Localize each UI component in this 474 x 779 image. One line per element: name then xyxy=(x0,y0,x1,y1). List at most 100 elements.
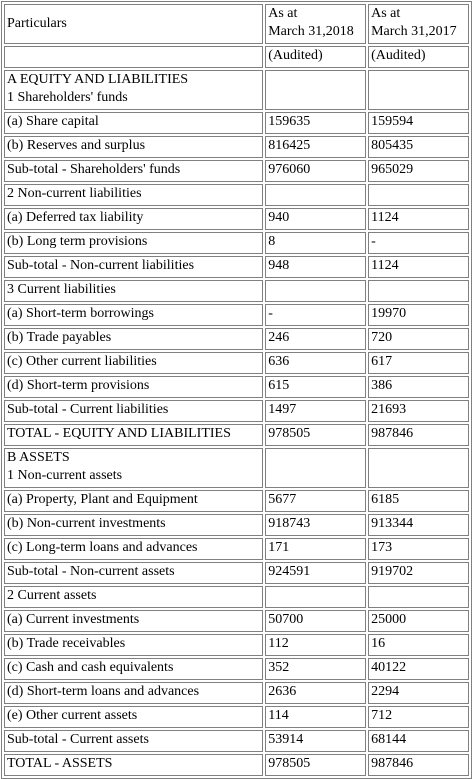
row-label: (c) Cash and cash equivalents xyxy=(4,658,264,680)
subsection-row: 2 Current assets xyxy=(4,586,469,608)
table-row: (a) Share capital 159635 159594 xyxy=(4,112,469,134)
table-row: Sub-total - Non-current liabilities 948 11… xyxy=(4,256,469,278)
table-row: (c) Long-term loans and advances 171 173 xyxy=(4,538,469,560)
value-2018: 159635 xyxy=(265,112,367,134)
value-2017-cell xyxy=(368,448,469,488)
row-label: (a) Short-term borrowings xyxy=(4,304,264,326)
row-label: 2 Current assets xyxy=(4,586,264,608)
value-2018: 246 xyxy=(265,328,367,350)
section-label: B ASSETS 1 Non-current assets xyxy=(4,448,264,488)
value-2017: 720 xyxy=(368,328,469,350)
table-row: (d) Short-term provisions 615 386 xyxy=(4,376,469,398)
table-row: (c) Other current liabilities 636 617 xyxy=(4,352,469,374)
row-label: (e) Other current assets xyxy=(4,706,264,728)
row-label: (c) Other current liabilities xyxy=(4,352,264,374)
subsection-row: 2 Non-current liabilities xyxy=(4,184,469,206)
table-row: (b) Trade payables 246 720 xyxy=(4,328,469,350)
table-row: (b) Non-current investments 918743 913344 xyxy=(4,514,469,536)
table-row: (a) Short-term borrowings -19970 xyxy=(4,304,469,326)
value-2017: 1124 xyxy=(368,256,469,278)
section-title: A EQUITY AND LIABILITIES xyxy=(7,72,189,87)
row-label: Sub-total - Current liabilities xyxy=(4,400,264,422)
value-2017: 25000 xyxy=(368,610,469,632)
value-2018: 114 xyxy=(265,706,367,728)
row-label: (b) Long term provisions xyxy=(4,232,264,254)
value-2017-cell xyxy=(368,70,469,110)
table-row: (a) Deferred tax liability 940 1124 xyxy=(4,208,469,230)
table-row: (b) Reserves and surplus 816425 805435 xyxy=(4,136,469,158)
header-row: Particulars As at March 31,2018 As at Ma… xyxy=(4,4,469,44)
row-label: (a) Property, Plant and Equipment xyxy=(4,490,264,512)
row-label: Sub-total - Shareholders' funds xyxy=(4,160,264,182)
value-2017: 987846 xyxy=(368,424,469,446)
row-label: (a) Current investments xyxy=(4,610,264,632)
table-row: Sub-total - Current assets 53914 68144 xyxy=(4,730,469,752)
value-2017: 919702 xyxy=(368,562,469,584)
section-row: A EQUITY AND LIABILITIES 1 Shareholders' … xyxy=(4,70,469,110)
value-2018: 636 xyxy=(265,352,367,374)
row-label: 3 Current liabilities xyxy=(4,280,264,302)
table-row: (b) Long term provisions 8- xyxy=(4,232,469,254)
table-body: Particulars As at March 31,2018 As at Ma… xyxy=(4,4,469,776)
value-2018: 5677 xyxy=(265,490,367,512)
table-row: (d) Short-term loans and advances 2636 229… xyxy=(4,682,469,704)
row-label: TOTAL - ASSETS xyxy=(4,754,264,776)
table-row: (e) Other current assets 114 712 xyxy=(4,706,469,728)
value-2018: 948 xyxy=(265,256,367,278)
value-2017: 2294 xyxy=(368,682,469,704)
section-label: A EQUITY AND LIABILITIES 1 Shareholders' … xyxy=(4,70,264,110)
table-row: TOTAL - EQUITY AND LIABILITIES 978505 9878… xyxy=(4,424,469,446)
section-title: B ASSETS xyxy=(7,450,70,465)
value-2017 xyxy=(368,184,469,206)
value-2018: 112 xyxy=(265,634,367,656)
table-row: (c) Cash and cash equivalents 352 40122 xyxy=(4,658,469,680)
value-2017: 159594 xyxy=(368,112,469,134)
value-2017: - xyxy=(368,232,469,254)
row-label: (b) Trade receivables xyxy=(4,634,264,656)
value-2017: 16 xyxy=(368,634,469,656)
row-label: (a) Deferred tax liability xyxy=(4,208,264,230)
row-label: (d) Short-term loans and advances xyxy=(4,682,264,704)
value-2018: 50700 xyxy=(265,610,367,632)
row-label: (b) Reserves and surplus xyxy=(4,136,264,158)
row-label: Sub-total - Current assets xyxy=(4,730,264,752)
col-2018-header-line1: As at xyxy=(268,6,298,21)
value-2018: 978505 xyxy=(265,754,367,776)
col-2017-header-line2: March 31,2017 xyxy=(371,24,457,39)
col-2018-header-line2: March 31,2018 xyxy=(268,24,354,39)
value-2018 xyxy=(265,184,367,206)
value-2017: 21693 xyxy=(368,400,469,422)
audited-row: (Audited) (Audited) xyxy=(4,46,469,68)
table-row: Sub-total - Shareholders' funds 976060 965… xyxy=(4,160,469,182)
value-2018: 918743 xyxy=(265,514,367,536)
value-2018: 615 xyxy=(265,376,367,398)
value-2018: - xyxy=(265,304,367,326)
table-row: TOTAL - ASSETS 978505 987846 xyxy=(4,754,469,776)
col-2017-header: As at March 31,2017 xyxy=(368,4,469,44)
row-label: Sub-total - Non-current assets xyxy=(4,562,264,584)
subsection-row: 3 Current liabilities xyxy=(4,280,469,302)
value-2017: 1124 xyxy=(368,208,469,230)
value-2017: 6185 xyxy=(368,490,469,512)
value-2017: 913344 xyxy=(368,514,469,536)
value-2017: 712 xyxy=(368,706,469,728)
col-2017-header-line1: As at xyxy=(371,6,401,21)
value-2018: 924591 xyxy=(265,562,367,584)
row-label: (a) Share capital xyxy=(4,112,264,134)
value-2018-cell xyxy=(265,70,367,110)
value-2017: 617 xyxy=(368,352,469,374)
value-2017: 173 xyxy=(368,538,469,560)
value-2018: 8 xyxy=(265,232,367,254)
value-2017 xyxy=(368,280,469,302)
value-2018: 2636 xyxy=(265,682,367,704)
table-row: Sub-total - Non-current assets 924591 9197… xyxy=(4,562,469,584)
row-label: 2 Non-current liabilities xyxy=(4,184,264,206)
value-2017: 68144 xyxy=(368,730,469,752)
value-2018: 978505 xyxy=(265,424,367,446)
value-2018: 940 xyxy=(265,208,367,230)
value-2018: 1497 xyxy=(265,400,367,422)
col-2018-header: As at March 31,2018 xyxy=(265,4,367,44)
row-label: (b) Trade payables xyxy=(4,328,264,350)
value-2017: 805435 xyxy=(368,136,469,158)
